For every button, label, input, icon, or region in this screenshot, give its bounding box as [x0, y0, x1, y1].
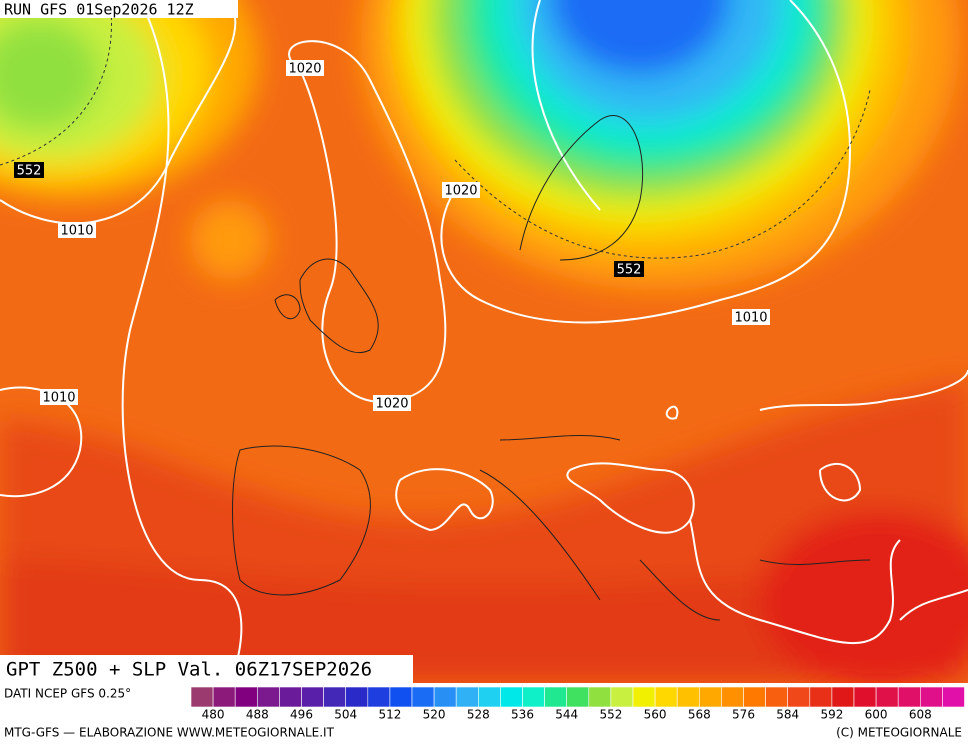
color-swatch — [500, 686, 523, 708]
scale-label: 488 — [246, 708, 269, 722]
label-box — [40, 389, 78, 405]
color-swatch — [743, 686, 766, 708]
color-swatch — [433, 686, 457, 708]
contour-label: 1010 — [60, 224, 93, 239]
color-swatch — [809, 686, 833, 708]
contour-labels: 1020 552 1010 1020 552 1010 1010 1020 — [14, 60, 770, 412]
label-box — [14, 162, 44, 178]
dashed-contour — [0, 0, 871, 259]
color-swatch — [323, 686, 347, 708]
color-swatch — [676, 686, 700, 708]
color-swatch — [212, 686, 236, 708]
color-swatch — [588, 686, 612, 708]
color-swatch — [345, 686, 369, 708]
color-swatch — [301, 686, 324, 708]
contour-label: 1020 — [288, 62, 321, 77]
source-label: DATI NCEP GFS 0.25° — [4, 687, 131, 701]
color-swatch — [389, 686, 413, 708]
scale-label: 592 — [820, 708, 843, 722]
color-swatch — [942, 686, 965, 708]
scale-label: 544 — [555, 708, 578, 722]
label-box — [614, 261, 644, 277]
color-swatch — [190, 686, 214, 708]
color-bar: 480 488 496 504 512 520 528 536 544 552 560 568 576 5… — [190, 686, 965, 722]
map: 1020 552 1010 1020 552 1010 1010 1020 RU… — [0, 0, 968, 683]
color-swatch — [279, 686, 302, 708]
label-box — [58, 222, 96, 238]
color-swatch — [522, 686, 545, 708]
color-swatch — [411, 686, 435, 708]
contour-label: 552 — [17, 164, 42, 179]
color-swatch — [853, 686, 877, 708]
color-swatch — [698, 686, 722, 708]
title-box — [0, 655, 413, 683]
contour-label: 1010 — [42, 391, 75, 406]
footer-left: MTG-GFS — ELABORAZIONE WWW.METEOGIORNALE… — [4, 726, 335, 740]
scale-label: 536 — [511, 708, 534, 722]
color-swatch — [831, 686, 855, 708]
scale-label: 528 — [467, 708, 490, 722]
scale-label: 520 — [423, 708, 446, 722]
scale-label: 504 — [334, 708, 357, 722]
scale-label: 568 — [688, 708, 711, 722]
color-swatch — [632, 686, 656, 708]
isobars — [0, 0, 968, 683]
color-swatch — [234, 686, 258, 708]
color-swatch — [654, 686, 678, 708]
field — [0, 0, 968, 683]
scale-label: 496 — [290, 708, 313, 722]
label-box — [442, 182, 480, 198]
scale-label: 512 — [378, 708, 401, 722]
color-swatch — [897, 686, 921, 708]
scale-label: 560 — [644, 708, 667, 722]
label-box — [286, 60, 324, 76]
contour-label: 1010 — [734, 311, 767, 326]
label-box — [373, 395, 411, 411]
color-swatch — [256, 686, 280, 708]
color-swatch — [566, 686, 590, 708]
scale-label: 480 — [202, 708, 225, 722]
scale-label: 552 — [599, 708, 622, 722]
scale-label: 576 — [732, 708, 755, 722]
map-title: GPT Z500 + SLP Val. 06Z17SEP2026 — [6, 659, 372, 681]
run-label: RUN GFS 01Sep2026 12Z — [4, 1, 194, 19]
color-swatch — [765, 686, 788, 708]
scale-label: 608 — [909, 708, 932, 722]
color-swatch — [367, 686, 391, 708]
run-box — [0, 0, 238, 18]
contour-label: 552 — [617, 263, 642, 278]
color-swatch — [610, 686, 634, 708]
color-swatch — [787, 686, 811, 708]
color-swatch — [544, 686, 567, 708]
label-box — [732, 309, 770, 325]
scale-label: 584 — [776, 708, 799, 722]
contour-label: 1020 — [444, 184, 477, 199]
color-swatch — [875, 686, 899, 708]
color-swatch — [721, 686, 744, 708]
color-swatch — [919, 686, 943, 708]
coastlines — [232, 115, 871, 621]
color-swatch — [477, 686, 501, 708]
color-swatch — [455, 686, 479, 708]
scale-label: 600 — [865, 708, 888, 722]
contour-label: 1020 — [375, 397, 408, 412]
footer-right: (C) METEOGIORNALE — [836, 726, 962, 740]
